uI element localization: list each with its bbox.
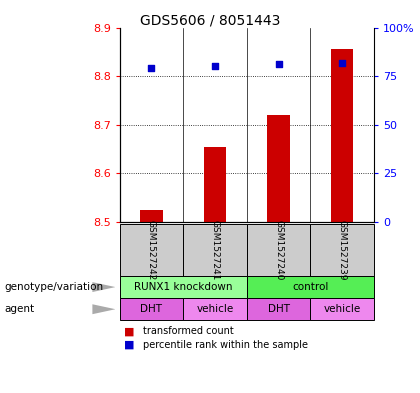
Text: GDS5606 / 8051443: GDS5606 / 8051443 [140,14,280,28]
Bar [120,224,183,276]
Text: GSM1527242: GSM1527242 [147,220,156,280]
Text: RUNX1 knockdown: RUNX1 knockdown [134,282,233,292]
Text: ■: ■ [124,326,134,336]
Text: GSM1527240: GSM1527240 [274,220,283,280]
Bar [247,224,310,276]
Bar [310,298,374,320]
Text: genotype/variation: genotype/variation [4,282,103,292]
Text: GSM1527241: GSM1527241 [210,220,220,280]
Bar [120,298,183,320]
Bar [268,115,290,222]
Bar [204,147,226,222]
Text: agent: agent [4,304,34,314]
Point [275,61,282,68]
Text: control: control [292,282,328,292]
Bar [183,298,247,320]
Text: ■: ■ [124,340,134,350]
Text: percentile rank within the sample: percentile rank within the sample [143,340,308,350]
Text: vehicle: vehicle [323,304,361,314]
Text: DHT: DHT [140,304,163,314]
Bar [310,224,374,276]
Point [339,59,345,66]
Text: GSM1527239: GSM1527239 [338,220,346,280]
Polygon shape [92,304,116,314]
Point [148,65,155,72]
Text: DHT: DHT [268,304,289,314]
Text: transformed count: transformed count [143,326,234,336]
Bar [247,276,374,298]
Point [212,63,218,70]
Text: vehicle: vehicle [197,304,234,314]
Bar [140,210,163,222]
Bar [183,224,247,276]
Bar [247,298,310,320]
Polygon shape [92,282,116,292]
Bar [331,50,353,222]
Bar [120,276,247,298]
